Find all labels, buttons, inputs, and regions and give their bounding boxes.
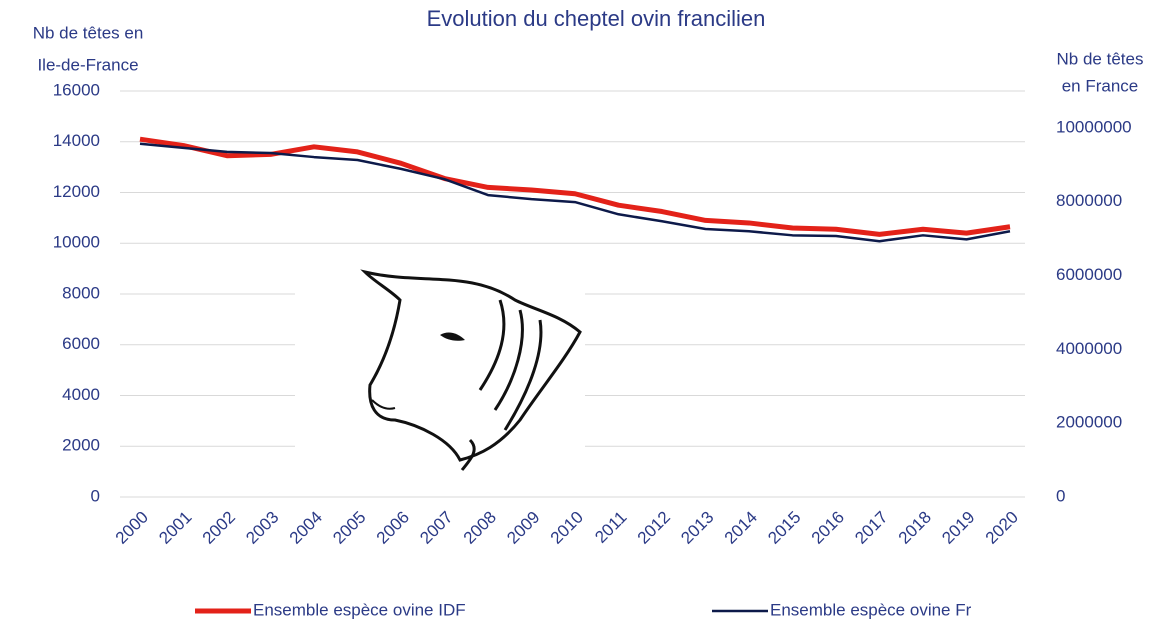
y-tick-label: 0 — [91, 486, 100, 505]
y2-tick-label: 8000000 — [1056, 191, 1122, 210]
sheep-illustration — [295, 262, 585, 472]
legend-label: Ensemble espèce ovine Fr — [770, 600, 972, 619]
y2-tick-label: 6000000 — [1056, 265, 1122, 284]
y-tick-label: 10000 — [53, 233, 100, 252]
y-axis-label: Ile-de-France — [37, 55, 138, 74]
series — [139, 136, 1011, 243]
series-line — [139, 142, 1011, 243]
y-tick-label: 6000 — [62, 334, 100, 353]
y2-tick-label: 0 — [1056, 486, 1065, 505]
y-tick-label: 16000 — [53, 80, 100, 99]
y2-axis-label: Nb de têtes — [1057, 49, 1144, 68]
series-line — [139, 136, 1011, 237]
y-tick-label: 4000 — [62, 385, 100, 404]
y-tick-label: 14000 — [53, 131, 100, 150]
legend-label: Ensemble espèce ovine IDF — [253, 600, 466, 619]
y2-tick-label: 10000000 — [1056, 117, 1132, 136]
y-tick-label: 2000 — [62, 436, 100, 455]
y-tick-label: 12000 — [53, 182, 100, 201]
y2-tick-label: 4000000 — [1056, 339, 1122, 358]
y2-axis-label: en France — [1062, 76, 1139, 95]
y-tick-label: 8000 — [62, 283, 100, 302]
y-axis-label: Nb de têtes en — [33, 23, 144, 42]
y2-tick-label: 2000000 — [1056, 413, 1122, 432]
chart-title: Evolution du cheptel ovin francilien — [427, 6, 766, 31]
